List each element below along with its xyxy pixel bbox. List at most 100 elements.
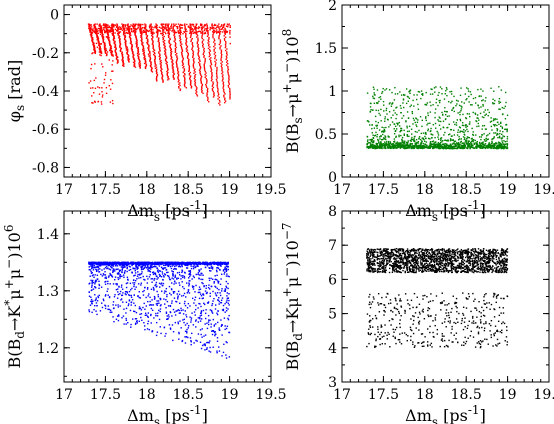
data-point	[192, 63, 195, 65]
data-point	[178, 32, 180, 34]
data-point	[393, 141, 396, 143]
data-point	[99, 28, 102, 30]
data-point	[451, 109, 453, 111]
data-point	[178, 83, 180, 85]
data-point	[372, 143, 374, 146]
data-point	[108, 84, 111, 87]
data-point	[131, 52, 134, 54]
data-point	[210, 77, 213, 79]
data-point	[122, 63, 125, 66]
data-point	[186, 56, 189, 58]
data-point	[399, 105, 402, 107]
x-tick-label: 18.5	[451, 182, 482, 198]
data-point	[445, 87, 448, 89]
data-point	[190, 341, 192, 343]
data-point	[112, 265, 115, 267]
data-point	[97, 295, 99, 298]
data-point	[184, 78, 186, 81]
data-point	[415, 138, 418, 141]
data-point	[169, 44, 171, 47]
data-point	[415, 143, 417, 145]
data-point	[504, 143, 507, 145]
data-point	[429, 111, 432, 113]
data-point	[124, 39, 127, 41]
data-point	[500, 89, 503, 91]
data-point	[447, 126, 449, 129]
data-point	[158, 30, 161, 32]
data-point	[155, 26, 157, 29]
data-point	[211, 278, 214, 280]
data-point	[382, 137, 385, 139]
data-point	[475, 146, 477, 148]
data-point	[395, 107, 397, 109]
data-point	[119, 275, 122, 278]
data-point	[222, 270, 225, 272]
data-point	[115, 288, 118, 291]
data-point	[490, 142, 493, 145]
data-point	[117, 61, 119, 64]
data-point	[154, 67, 157, 69]
data-point	[459, 145, 461, 148]
data-point	[434, 122, 437, 125]
data-point	[192, 49, 194, 52]
data-point	[464, 130, 467, 132]
data-point	[218, 99, 221, 102]
data-point	[172, 60, 174, 62]
data-point	[122, 266, 124, 269]
data-point	[142, 306, 144, 309]
data-point	[112, 33, 115, 35]
data-point	[92, 265, 94, 267]
data-point	[179, 88, 182, 90]
data-point	[96, 30, 99, 33]
data-point	[450, 93, 453, 95]
data-point	[104, 277, 106, 279]
data-point	[219, 26, 221, 28]
data-point	[155, 64, 157, 66]
data-point	[127, 321, 129, 324]
data-point	[106, 24, 108, 27]
data-point	[111, 267, 113, 269]
data-point	[172, 29, 174, 31]
data-point	[124, 43, 127, 45]
data-point	[140, 284, 142, 286]
data-point	[154, 60, 156, 62]
data-point	[164, 45, 166, 47]
data-point	[203, 335, 205, 337]
data-point	[219, 33, 221, 35]
x-tick-label: 18	[138, 182, 156, 198]
data-point	[148, 44, 150, 47]
data-point	[142, 262, 145, 265]
data-point	[477, 146, 479, 148]
data-point	[206, 327, 209, 330]
data-point	[157, 38, 160, 40]
data-point	[207, 88, 209, 90]
data-point	[170, 27, 173, 29]
data-point	[123, 38, 126, 40]
data-point	[461, 142, 464, 144]
data-point	[119, 39, 121, 41]
data-point	[156, 80, 158, 82]
data-point	[206, 27, 208, 30]
data-point	[105, 92, 108, 95]
data-point	[442, 147, 445, 150]
data-point	[126, 51, 129, 53]
data-point	[107, 38, 109, 40]
data-point	[222, 77, 224, 79]
data-point	[130, 301, 133, 303]
data-point	[215, 26, 218, 28]
data-point	[204, 73, 206, 76]
data-point	[158, 29, 160, 31]
scatter-points	[366, 86, 509, 150]
x-tick-label: 18.5	[173, 182, 204, 198]
data-point	[377, 121, 380, 124]
data-point	[201, 42, 204, 44]
data-point	[121, 26, 124, 28]
data-point	[101, 29, 104, 32]
data-point	[466, 142, 468, 145]
data-point	[119, 274, 121, 276]
data-point	[212, 33, 214, 36]
data-point	[93, 276, 95, 278]
data-point	[155, 70, 158, 73]
data-point	[160, 59, 162, 62]
data-point	[493, 143, 496, 145]
